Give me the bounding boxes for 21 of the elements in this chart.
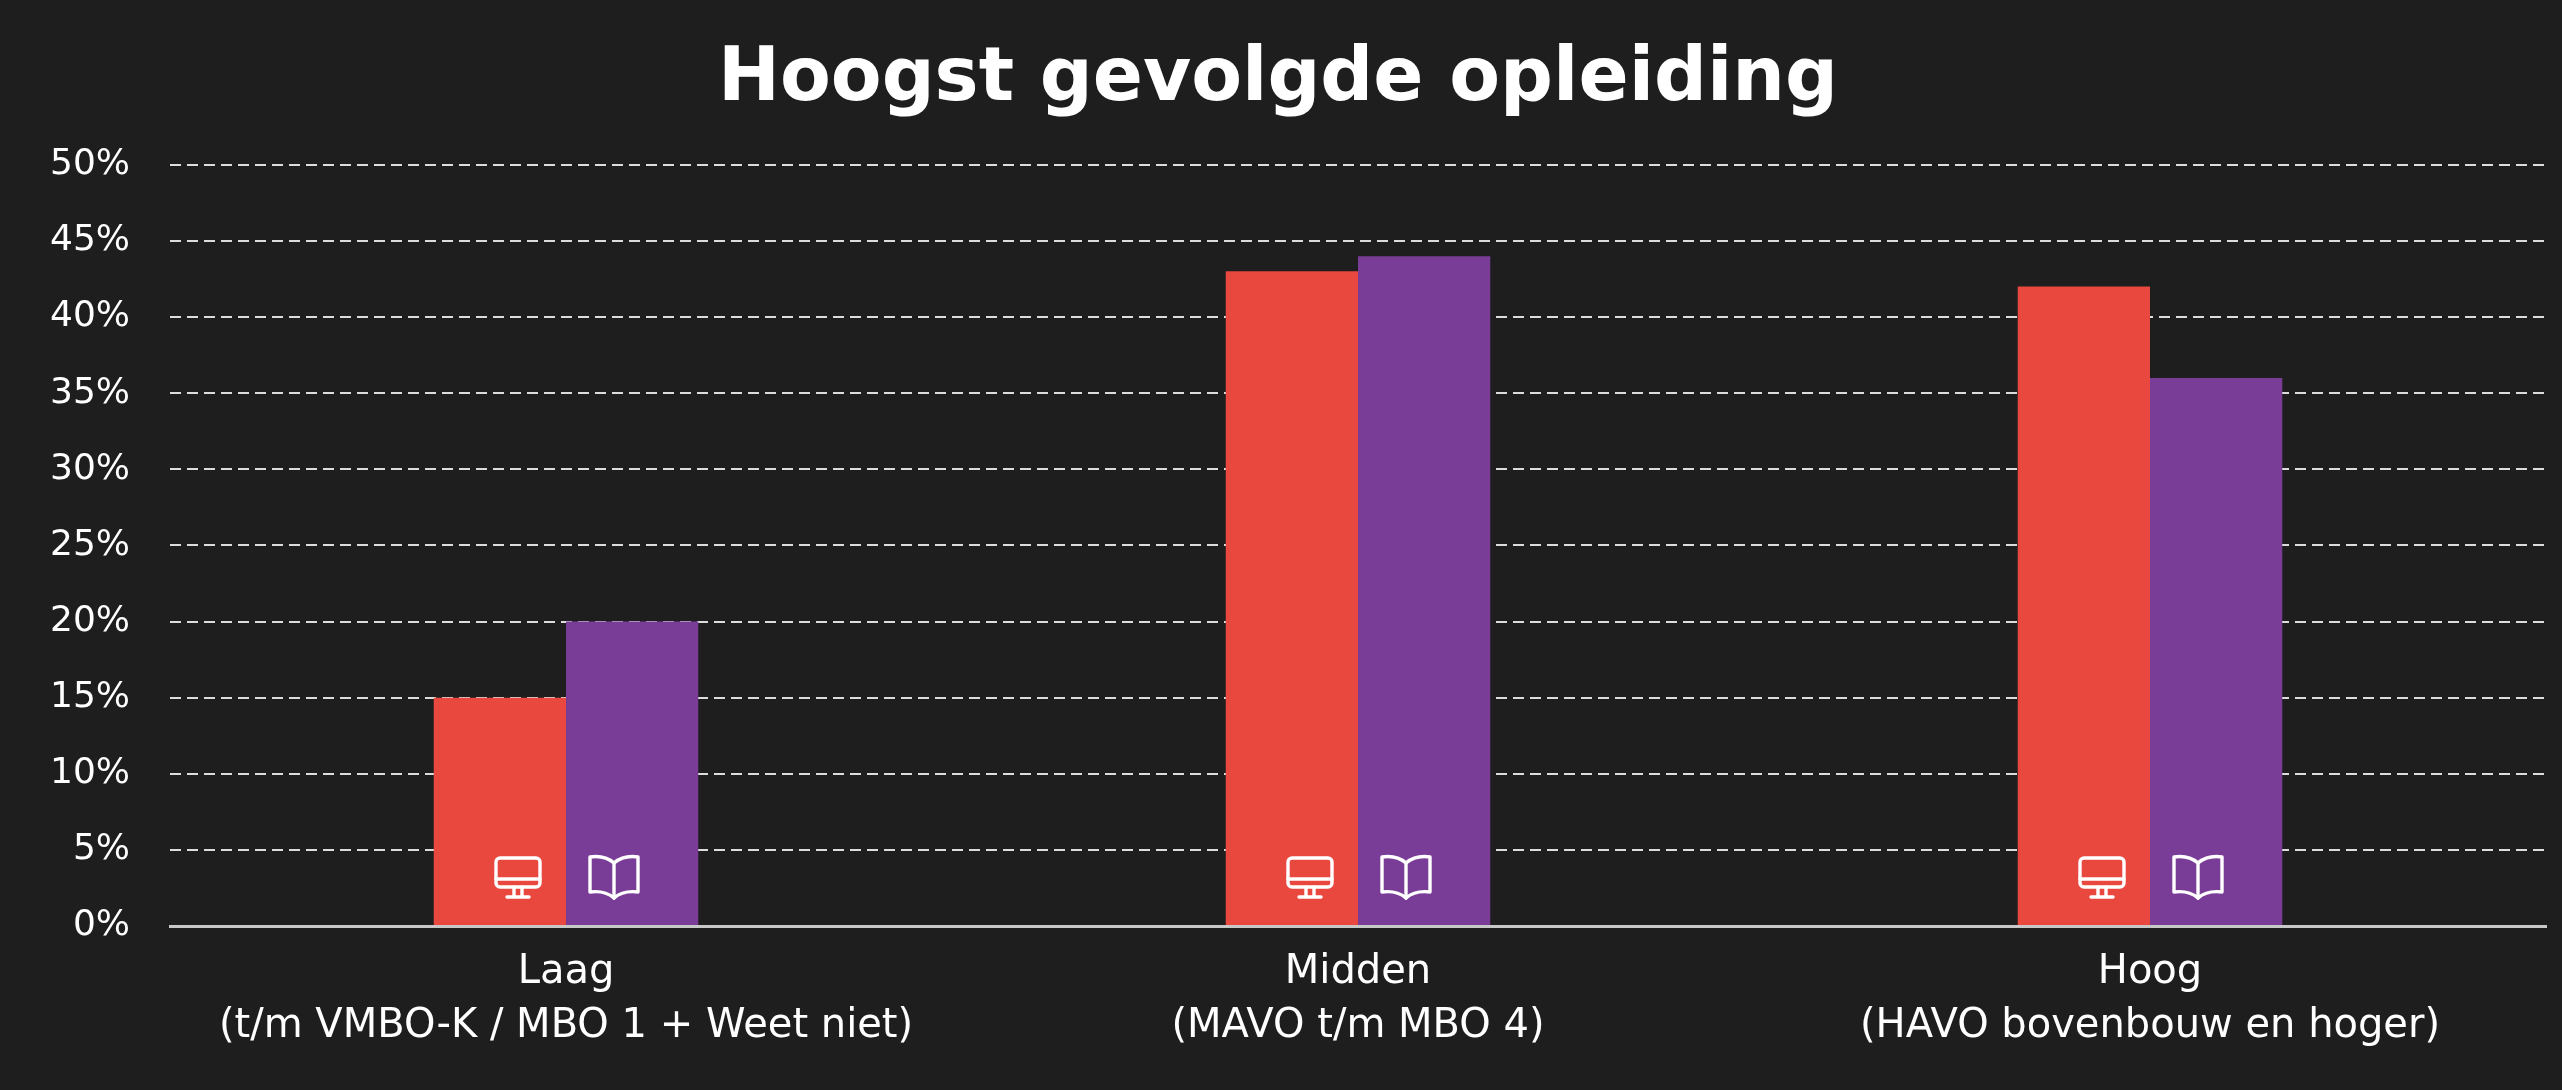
y-tick-label: 50% [50, 141, 131, 183]
y-tick-label: 25% [50, 521, 131, 563]
bar [433, 697, 567, 925]
y-tick-label: 45% [50, 217, 131, 259]
bar [566, 621, 699, 925]
y-tick-label: 5% [72, 826, 131, 868]
y-tick-label: 0% [72, 902, 131, 944]
y-tick-label: 35% [50, 369, 131, 411]
y-tick-label: 10% [50, 750, 131, 792]
x-tick-label: Midden (MAVO t/m MBO 4) [1171, 946, 1545, 1047]
y-tick-label: 15% [50, 674, 131, 715]
bar [1358, 256, 1491, 925]
y-tick-label: 30% [50, 445, 131, 487]
bar [2150, 377, 2283, 925]
bar [2017, 286, 2150, 925]
x-tick-label: Hoog (HAVO bovenbouw en hoger) [1859, 946, 2441, 1047]
chart-title: Hoogst gevolgde opleiding [718, 30, 1838, 117]
y-tick-label: 40% [50, 293, 131, 335]
x-tick-label: Laag (t/m VMBO-K / MBO 1 + Weet niet) [218, 946, 914, 1047]
y-tick-label: 20% [50, 597, 131, 639]
bar [1225, 271, 1359, 925]
